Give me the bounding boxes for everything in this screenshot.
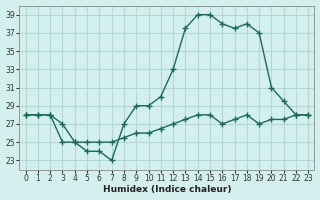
X-axis label: Humidex (Indice chaleur): Humidex (Indice chaleur) [103, 185, 231, 194]
